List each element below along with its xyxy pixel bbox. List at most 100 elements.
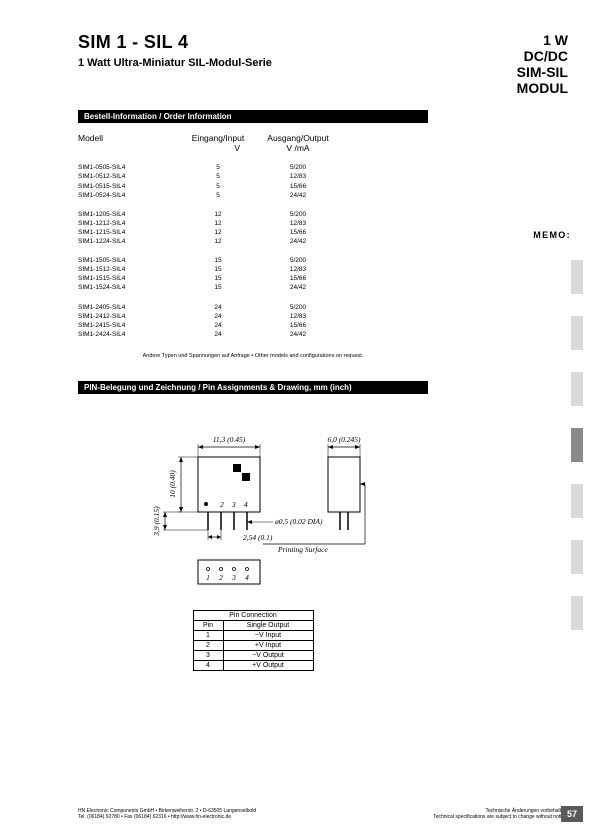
product-category: 1 W DC/DC SIM-SIL MODUL [517,32,568,96]
cell-out: 24/42 [258,330,338,339]
cell-out: 15/66 [258,274,338,283]
table-row: SIM1-0505-SIL455/200 [78,163,428,172]
dim-width-side: 6,0 (0.245) [327,435,361,444]
pin-connection-table: Pin Connection Pin Single Output 1−V Inp… [193,610,314,671]
right-title-line: 1 W [517,32,568,48]
cell-model: SIM1-0505-SIL4 [78,163,178,172]
cell-model: SIM1-1212-SIL4 [78,219,178,228]
table-row: SIM1-1524-SIL41524/42 [78,283,428,292]
printing-surface-label: Printing Surface [277,545,328,554]
cell-vin: 15 [178,283,258,292]
cell-model: SIM1-1512-SIL4 [78,265,178,274]
footer-left: HN Electronic Components GmbH • Birkenwe… [78,808,256,820]
pin-row: 4+V Output [193,660,313,670]
cell-model: SIM1-1205-SIL4 [78,210,178,219]
table-row: SIM1-1224-SIL41224/42 [78,237,428,246]
table-group: SIM1-0505-SIL455/200SIM1-0512-SIL4512/83… [78,163,428,199]
package-drawing: 2 3 4 11,3 (0.45) 10 (0.40) [103,422,403,592]
cell-out: 12/83 [258,172,338,181]
side-tab [571,484,583,518]
desc-col-header: Single Output [223,620,313,630]
pin-row: 2+V Input [193,640,313,650]
cell-vin: 5 [178,182,258,191]
svg-text:4: 4 [245,573,249,582]
right-title-line: MODUL [517,80,568,96]
cell-vin: 5 [178,172,258,181]
svg-text:3: 3 [231,573,236,582]
order-table: Modell Eingang/Input Ausgang/Output V V … [78,133,428,339]
cell-model: SIM1-0512-SIL4 [78,172,178,181]
side-tabs [513,260,583,630]
pin-table-title: Pin Connection [193,610,313,620]
pin-desc: +V Input [223,640,313,650]
cell-out: 12/83 [258,219,338,228]
col-header-output: Ausgang/Output [258,133,338,143]
cell-out: 12/83 [258,265,338,274]
pin-desc: +V Output [223,660,313,670]
cell-vin: 24 [178,303,258,312]
table-row: SIM1-2424-SIL42424/42 [78,330,428,339]
order-info-heading: Bestell-Information / Order Information [78,110,428,123]
side-tab [571,260,583,294]
footer-right: Technische Änderungen vorbehalten. Techn… [433,808,568,820]
pin-col-header: Pin [193,620,223,630]
table-row: SIM1-0524-SIL4524/42 [78,191,428,200]
pin-num: 3 [193,650,223,660]
cell-out: 24/42 [258,237,338,246]
cell-model: SIM1-0515-SIL4 [78,182,178,191]
dim-pitch: 2,54 (0.1) [243,533,273,542]
memo-label: MEMO: [513,230,583,240]
subtitle: 1 Watt Ultra-Miniatur SIL-Modul-Serie [78,57,272,69]
col-header-input: Eingang/Input [178,133,258,143]
cell-vin: 12 [178,237,258,246]
cell-out: 5/200 [258,303,338,312]
svg-text:3: 3 [231,500,236,509]
cell-model: SIM1-2412-SIL4 [78,312,178,321]
cell-vin: 24 [178,321,258,330]
cell-out: 24/42 [258,283,338,292]
cell-model: SIM1-1224-SIL4 [78,237,178,246]
table-row: SIM1-0515-SIL4515/66 [78,182,428,191]
main-title: SIM 1 - SIL 4 [78,32,272,53]
cell-vin: 24 [178,312,258,321]
table-row: SIM1-2412-SIL42412/83 [78,312,428,321]
pin-row: 1−V Input [193,630,313,640]
cell-out: 12/83 [258,312,338,321]
sidebar: MEMO: [513,230,583,630]
cell-vin: 5 [178,163,258,172]
cell-out: 15/66 [258,321,338,330]
table-row: SIM1-1515-SIL41515/66 [78,274,428,283]
table-row: SIM1-2415-SIL42415/66 [78,321,428,330]
drawing-area: 2 3 4 11,3 (0.45) 10 (0.40) [78,422,428,671]
svg-text:2: 2 [219,573,223,582]
dim-width-main: 11,3 (0.45) [213,435,246,444]
table-row: SIM1-2405-SIL4245/200 [78,303,428,312]
cell-out: 15/66 [258,182,338,191]
cell-model: SIM1-1515-SIL4 [78,274,178,283]
pin-num: 1 [193,630,223,640]
cell-vin: 15 [178,265,258,274]
table-group: SIM1-1505-SIL4155/200SIM1-1512-SIL41512/… [78,256,428,292]
cell-vin: 24 [178,330,258,339]
cell-out: 24/42 [258,191,338,200]
table-row: SIM1-1205-SIL4125/200 [78,210,428,219]
cell-out: 5/200 [258,163,338,172]
cell-out: 15/66 [258,228,338,237]
footer: HN Electronic Components GmbH • Birkenwe… [78,808,568,820]
side-tab [571,540,583,574]
side-tab [571,316,583,350]
cell-vin: 5 [178,191,258,200]
cell-vin: 12 [178,219,258,228]
cell-out: 5/200 [258,210,338,219]
cell-model: SIM1-2424-SIL4 [78,330,178,339]
cell-model: SIM1-1215-SIL4 [78,228,178,237]
side-tab [571,596,583,630]
svg-text:1: 1 [206,573,210,582]
pin-num: 4 [193,660,223,670]
side-tab-active [571,428,583,462]
table-group: SIM1-1205-SIL4125/200SIM1-1212-SIL41212/… [78,210,428,246]
cell-vin: 12 [178,210,258,219]
cell-vin: 12 [178,228,258,237]
pin-desc: −V Output [223,650,313,660]
cell-model: SIM1-1505-SIL4 [78,256,178,265]
